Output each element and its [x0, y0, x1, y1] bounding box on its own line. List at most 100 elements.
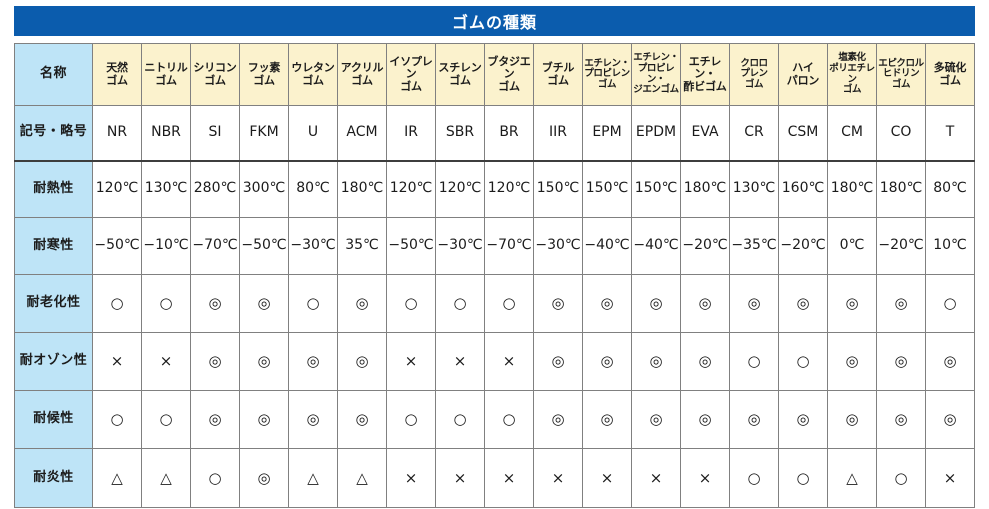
row-heat-resistance: 耐熱性 120℃ 130℃ 280℃ 300℃ 80℃ 180℃ 120℃ 120℃ 120℃ 15…: [14, 160, 975, 218]
cell-cold-resistance-4: −30℃: [288, 217, 338, 275]
cell-ozone-resistance-1: ×: [141, 332, 191, 391]
cell-heat-resistance-6: 120℃: [386, 160, 436, 218]
cell-cold-resistance-6: −50℃: [386, 217, 436, 275]
cell-aging-resistance-11: ◎: [631, 274, 681, 333]
cell-ozone-resistance-5: ◎: [337, 332, 387, 391]
cell-cold-resistance-10: −40℃: [582, 217, 632, 275]
cell-abbreviations-12: EVA: [680, 105, 730, 162]
row-header-4: 耐老化性: [14, 274, 93, 333]
cell-ozone-resistance-8: ×: [484, 332, 534, 391]
cell-aging-resistance-2: ◎: [190, 274, 240, 333]
row-header-6: 耐候性: [14, 390, 93, 449]
cell-abbreviations-1: NBR: [141, 105, 191, 162]
cell-flame-resistance-7: ×: [435, 448, 485, 508]
cell-heat-resistance-12: 180℃: [680, 160, 730, 218]
cell-cold-resistance-2: −70℃: [190, 217, 240, 275]
cell-heat-resistance-2: 280℃: [190, 160, 240, 218]
cell-cold-resistance-8: −70℃: [484, 217, 534, 275]
column-header-2: シリコン ゴム: [190, 43, 240, 106]
column-header-11: エチレン・ プロピレン・ ジエンゴム: [631, 43, 681, 106]
row-names: 名称 天然 ゴム ニトリル ゴム シリコン ゴム フッ素 ゴム ウレタン ゴム アクリル ゴム イソプレン…: [14, 43, 975, 106]
row-header-2: 耐熱性: [14, 160, 93, 218]
column-header-16: エピクロル ヒドリン ゴム: [876, 43, 926, 106]
cell-aging-resistance-13: ◎: [729, 274, 779, 333]
cell-heat-resistance-5: 180℃: [337, 160, 387, 218]
row-abbreviations: 記号・略号 NR NBR SI FKM U ACM IR SBR BR IIR EPM EPDM EVA C…: [14, 105, 975, 162]
row-ozone-resistance: 耐オゾン性 × × ◎ ◎ ◎ ◎ × × × ◎ ◎ ◎ ◎ ○ ○ ◎ ◎ ◎: [14, 332, 975, 391]
cell-aging-resistance-6: ○: [386, 274, 436, 333]
cell-heat-resistance-1: 130℃: [141, 160, 191, 218]
cell-flame-resistance-1: △: [141, 448, 191, 508]
row-header-5: 耐オゾン性: [14, 332, 93, 391]
cell-ozone-resistance-10: ◎: [582, 332, 632, 391]
cell-aging-resistance-7: ○: [435, 274, 485, 333]
cell-aging-resistance-15: ◎: [827, 274, 877, 333]
cell-heat-resistance-16: 180℃: [876, 160, 926, 218]
cell-flame-resistance-0: △: [92, 448, 142, 508]
cell-flame-resistance-9: ×: [533, 448, 583, 508]
cell-heat-resistance-9: 150℃: [533, 160, 583, 218]
row-header-0: 名称: [14, 43, 93, 106]
cell-cold-resistance-13: −35℃: [729, 217, 779, 275]
cell-weather-resistance-9: ◎: [533, 390, 583, 449]
cell-abbreviations-5: ACM: [337, 105, 387, 162]
cell-abbreviations-7: SBR: [435, 105, 485, 162]
cell-heat-resistance-7: 120℃: [435, 160, 485, 218]
cell-abbreviations-8: BR: [484, 105, 534, 162]
cell-ozone-resistance-4: ◎: [288, 332, 338, 391]
cell-cold-resistance-0: −50℃: [92, 217, 142, 275]
cell-weather-resistance-11: ◎: [631, 390, 681, 449]
cell-abbreviations-13: CR: [729, 105, 779, 162]
cell-aging-resistance-14: ◎: [778, 274, 828, 333]
cell-ozone-resistance-7: ×: [435, 332, 485, 391]
cell-cold-resistance-15: 0℃: [827, 217, 877, 275]
cell-cold-resistance-11: −40℃: [631, 217, 681, 275]
cell-cold-resistance-1: −10℃: [141, 217, 191, 275]
cell-abbreviations-10: EPM: [582, 105, 632, 162]
row-header-1: 記号・略号: [14, 105, 93, 162]
cell-ozone-resistance-16: ◎: [876, 332, 926, 391]
cell-flame-resistance-12: ×: [680, 448, 730, 508]
cell-heat-resistance-8: 120℃: [484, 160, 534, 218]
cell-abbreviations-15: CM: [827, 105, 877, 162]
cell-aging-resistance-12: ◎: [680, 274, 730, 333]
cell-weather-resistance-8: ○: [484, 390, 534, 449]
cell-ozone-resistance-9: ◎: [533, 332, 583, 391]
column-header-5: アクリル ゴム: [337, 43, 387, 106]
cell-heat-resistance-15: 180℃: [827, 160, 877, 218]
cell-aging-resistance-16: ◎: [876, 274, 926, 333]
cell-cold-resistance-3: −50℃: [239, 217, 289, 275]
cell-ozone-resistance-2: ◎: [190, 332, 240, 391]
column-header-15: 塩素化 ポリエチレン ゴム: [827, 43, 877, 106]
cell-ozone-resistance-12: ◎: [680, 332, 730, 391]
cell-weather-resistance-2: ◎: [190, 390, 240, 449]
column-header-4: ウレタン ゴム: [288, 43, 338, 106]
cell-cold-resistance-17: 10℃: [925, 217, 975, 275]
cell-weather-resistance-4: ◎: [288, 390, 338, 449]
cell-flame-resistance-2: ○: [190, 448, 240, 508]
cell-weather-resistance-1: ○: [141, 390, 191, 449]
cell-cold-resistance-16: −20℃: [876, 217, 926, 275]
cell-weather-resistance-13: ◎: [729, 390, 779, 449]
cell-heat-resistance-17: 80℃: [925, 160, 975, 218]
row-aging-resistance: 耐老化性 ○ ○ ◎ ◎ ○ ◎ ○ ○ ○ ◎ ◎ ◎ ◎ ◎ ◎ ◎ ◎ ○: [14, 274, 975, 333]
cell-weather-resistance-5: ◎: [337, 390, 387, 449]
row-header-3: 耐寒性: [14, 217, 93, 275]
column-header-14: ハイ パロン: [778, 43, 828, 106]
cell-cold-resistance-14: −20℃: [778, 217, 828, 275]
cell-flame-resistance-17: ×: [925, 448, 975, 508]
column-header-8: ブタジエン ゴム: [484, 43, 534, 106]
row-weather-resistance: 耐候性 ○ ○ ◎ ◎ ◎ ◎ ○ ○ ○ ◎ ◎ ◎ ◎ ◎ ◎ ◎ ◎ ◎: [14, 390, 975, 449]
cell-weather-resistance-17: ◎: [925, 390, 975, 449]
cell-abbreviations-6: IR: [386, 105, 436, 162]
cell-flame-resistance-6: ×: [386, 448, 436, 508]
cell-weather-resistance-12: ◎: [680, 390, 730, 449]
column-header-7: スチレン ゴム: [435, 43, 485, 106]
cell-aging-resistance-8: ○: [484, 274, 534, 333]
cell-abbreviations-14: CSM: [778, 105, 828, 162]
cell-aging-resistance-4: ○: [288, 274, 338, 333]
cell-aging-resistance-5: ◎: [337, 274, 387, 333]
column-header-10: エチレン・ プロピレン ゴム: [582, 43, 632, 106]
column-header-3: フッ素 ゴム: [239, 43, 289, 106]
cell-aging-resistance-3: ◎: [239, 274, 289, 333]
